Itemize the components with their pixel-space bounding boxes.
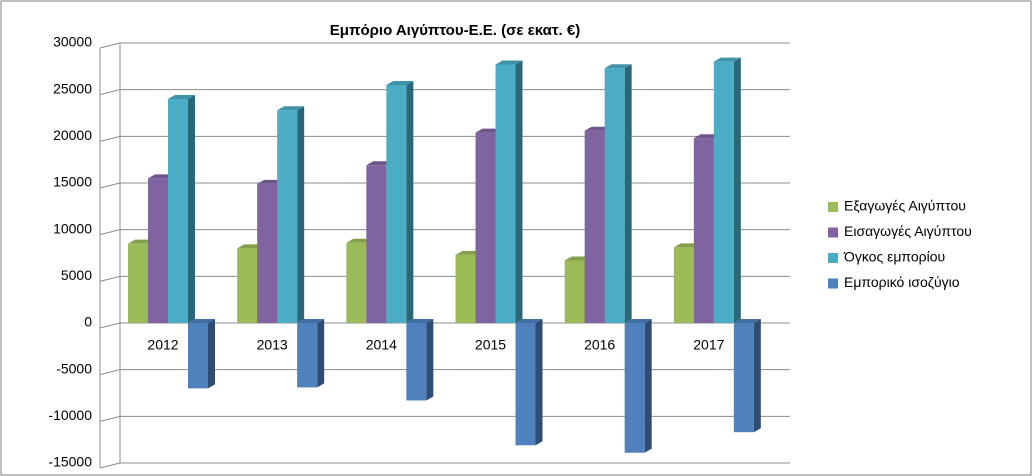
- y-tick-label: 20000: [53, 127, 92, 143]
- bar-side: [188, 95, 195, 323]
- bar-side: [515, 60, 523, 323]
- bar: [564, 260, 585, 323]
- x-tick-label: 2014: [366, 337, 397, 353]
- bar: [584, 130, 605, 323]
- grid-floor: [99, 369, 121, 376]
- bar-side: [753, 319, 761, 433]
- legend-swatch: [828, 253, 838, 263]
- grid-floor: [99, 42, 121, 49]
- bar-top: [624, 319, 652, 323]
- bar: [237, 248, 258, 323]
- bar: [168, 99, 188, 323]
- legend-swatch: [828, 202, 838, 212]
- chart-title: Εμπόριο Αιγύπτου-Ε.Ε. (σε εκατ. €): [330, 22, 580, 39]
- legend-label: Εξαγωγές Αιγύπτου: [844, 198, 966, 214]
- bar: [733, 323, 754, 433]
- bar: [128, 243, 148, 323]
- bar-top: [604, 64, 632, 69]
- bar-side: [426, 319, 434, 401]
- legend-swatch: [828, 278, 838, 289]
- x-tick-label: 2017: [693, 337, 724, 353]
- y-tick-label: -5000: [56, 360, 92, 376]
- bar-top: [406, 319, 434, 323]
- bar: [257, 183, 278, 323]
- bar: [188, 323, 208, 389]
- y-tick-label: 15000: [53, 174, 92, 190]
- bar: [495, 64, 516, 323]
- bar-top: [515, 319, 543, 323]
- y-tick-label: 25000: [53, 80, 92, 96]
- bar-top: [386, 81, 414, 85]
- grid-floor: [99, 229, 121, 236]
- bar: [366, 165, 387, 323]
- legend-swatch: [828, 227, 838, 238]
- grid-floor: [99, 462, 121, 469]
- bar: [148, 178, 168, 323]
- grid-floor: [99, 275, 121, 282]
- bar: [693, 138, 714, 323]
- grid-floor: [99, 135, 121, 142]
- bar-side: [535, 319, 543, 446]
- bar: [277, 110, 298, 323]
- bar: [673, 247, 694, 323]
- bar-side: [317, 319, 325, 388]
- bar: [475, 132, 496, 323]
- y-tick-label: -15000: [48, 454, 92, 470]
- bar-top: [188, 319, 215, 323]
- x-tick-label: 2012: [147, 337, 178, 353]
- bar: [406, 323, 427, 401]
- bar: [346, 242, 367, 323]
- bar: [604, 68, 625, 323]
- bar: [297, 323, 318, 388]
- y-tick-label: 10000: [53, 220, 92, 236]
- bar-top: [733, 319, 761, 323]
- bar-top: [297, 319, 325, 323]
- bar-top: [495, 60, 523, 65]
- bar: [386, 85, 407, 323]
- bar-side: [297, 106, 305, 323]
- grid-floor: [99, 89, 121, 96]
- bar-side: [624, 64, 632, 323]
- y-tick-label: -10000: [48, 407, 92, 423]
- grid-floor: [99, 415, 121, 422]
- y-tick-label: 5000: [61, 267, 92, 283]
- grid-floor: [99, 322, 121, 329]
- bar-side: [208, 319, 215, 389]
- bar-side: [644, 319, 652, 453]
- bar-side: [406, 81, 414, 323]
- x-tick-label: 2013: [257, 337, 288, 353]
- x-tick-label: 2016: [584, 337, 615, 353]
- bar-top: [168, 95, 195, 99]
- bar: [713, 61, 734, 324]
- legend-label: Εμπορικό ισοζύγιο: [844, 274, 960, 290]
- x-tick-label: 2015: [475, 337, 506, 353]
- legend-label: Εισαγωγές Αιγύπτου: [844, 223, 972, 239]
- grid-floor: [99, 182, 121, 189]
- bar: [515, 323, 536, 446]
- y-tick-label: 0: [84, 314, 92, 330]
- bar-top: [713, 57, 741, 62]
- bar: [455, 254, 476, 323]
- bar-top: [277, 106, 305, 111]
- legend-label: Όγκος εμπορίου: [843, 249, 945, 265]
- bar-side: [733, 57, 741, 324]
- bar: [624, 323, 645, 453]
- y-tick-label: 30000: [53, 34, 92, 50]
